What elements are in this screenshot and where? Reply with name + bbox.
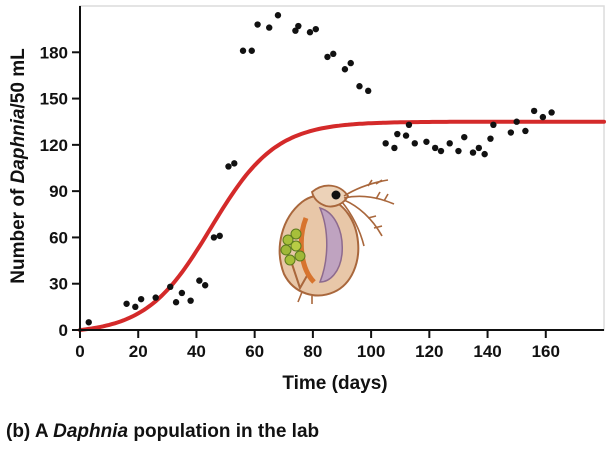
y-axis-title-part: Number of [8,183,29,283]
data-point [172,299,180,306]
data-point [239,47,247,54]
data-point [431,144,439,152]
data-point [507,129,515,136]
data-point [481,150,488,158]
data-point [248,47,255,54]
x-tick-label: 140 [473,342,501,361]
data-point [391,144,398,152]
data-point [210,234,218,241]
data-point [461,133,468,141]
data-point [295,22,302,30]
data-point [411,140,418,147]
data-point [324,53,331,61]
y-tick-label: 120 [40,136,68,155]
data-point [490,121,497,128]
y-axis-title-italic: Daphnia [8,108,29,183]
daphnia-population-chart: 0 30 60 90 120 150 180 0 20 40 60 80 100 120 140 160 Ti… [8,5,606,394]
data-point [187,297,194,304]
x-axis-title: Time (days) [282,373,387,394]
x-tick-label: 60 [245,342,264,361]
data-point [152,294,159,301]
y-tick-label: 150 [40,90,68,109]
data-point [365,87,372,95]
data-point [254,21,261,28]
y-axis-title-unit: /50 mL [8,48,29,109]
data-point [437,147,445,155]
data-point [85,319,92,326]
data-point [548,109,555,116]
y-axis-title: Number of Daphnia/50 mL [8,48,29,284]
y-tick-label: 0 [59,321,68,340]
caption-prefix: (b) A [6,421,54,442]
y-tick-label: 180 [40,43,68,62]
data-point [306,29,314,36]
x-tick-label: 20 [129,342,148,361]
data-point [394,130,401,138]
data-point [487,135,494,142]
data-point [539,113,547,121]
x-tick-label: 100 [357,342,385,361]
axes: 0 30 60 90 120 150 180 0 20 40 60 80 100 120 140 160 [40,6,604,361]
data-point [356,83,363,90]
data-point [167,283,174,290]
x-tick-label: 160 [532,342,560,361]
data-point [292,27,299,34]
x-tick-label: 40 [187,342,206,361]
y-tick-label: 30 [49,275,68,294]
points-layer [85,12,555,326]
data-point [196,277,203,284]
data-point [513,118,520,125]
data-point [405,121,413,128]
data-point [216,232,223,240]
data-point [522,127,529,135]
data-point [312,25,319,33]
data-point [469,149,477,156]
caption-suffix: population in the lab [128,421,320,442]
data-point [347,59,354,67]
data-point [423,138,430,145]
caption-italic: Daphnia [53,421,129,442]
data-point [530,107,538,115]
data-point [341,66,349,73]
data-point [455,147,462,155]
x-tick-label: 0 [75,342,84,361]
data-point [137,295,145,303]
data-point [178,289,186,297]
data-point [330,50,337,58]
data-point [402,132,410,139]
data-point [266,24,273,31]
data-point [446,140,453,147]
daphnia-icon [278,179,395,304]
x-tick-label: 80 [303,342,322,361]
data-point [225,163,232,170]
y-tick-label: 60 [49,228,68,247]
x-tick-label: 120 [415,342,443,361]
data-point [274,12,282,19]
data-point [231,160,238,167]
data-point [475,144,483,152]
data-point [123,300,130,307]
y-tick-label: 90 [49,182,68,201]
figure-caption: (b) A Daphnia population in the lab [6,421,319,443]
data-point [132,303,139,311]
data-point [382,140,389,147]
data-point [201,282,209,289]
